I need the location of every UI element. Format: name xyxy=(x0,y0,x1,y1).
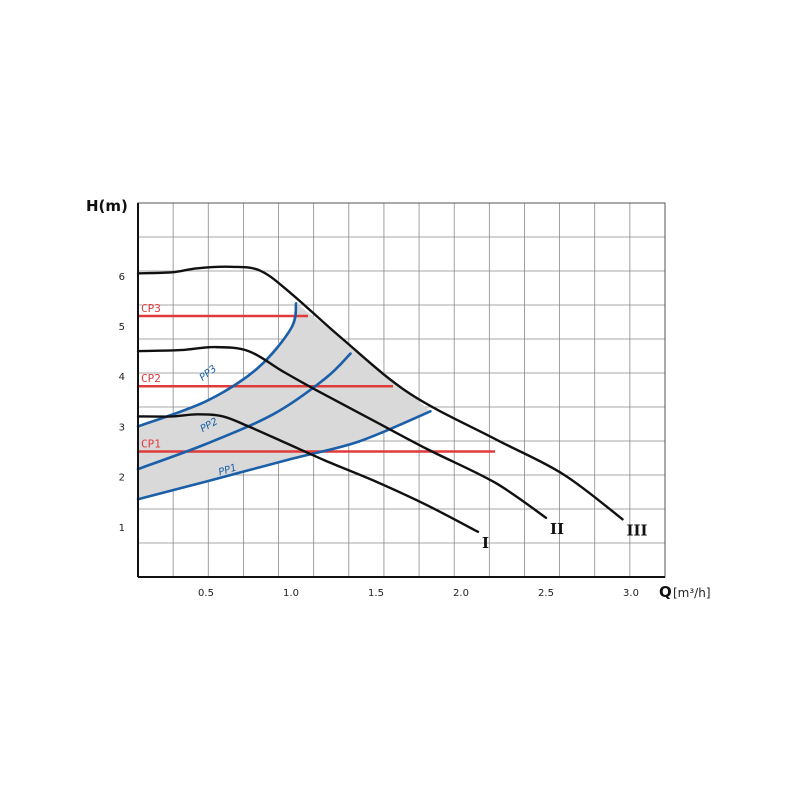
x-tick-label: 1.0 xyxy=(283,588,299,599)
proportional-pressure-curves xyxy=(136,302,432,501)
pp-curve-pp1 xyxy=(136,410,432,501)
tick-labels: 0.5 1.0 1.5 2.0 2.5 3.0 1 2 3 4 5 6 xyxy=(119,272,639,599)
y-tick-label: 6 xyxy=(119,272,125,283)
cp-label-cp2: CP2 xyxy=(141,372,161,385)
y-tick-label: 2 xyxy=(119,473,125,484)
x-tick-label: 2.0 xyxy=(453,588,469,599)
pp-curve-pp3 xyxy=(136,302,298,428)
axes xyxy=(137,203,665,578)
cp-label-cp1: CP1 xyxy=(141,437,161,450)
pump-label-i: I xyxy=(482,534,489,552)
operating-range-shading xyxy=(138,303,431,500)
y-tick-label: 1 xyxy=(119,523,125,534)
pump-curve-iii xyxy=(136,265,624,521)
y-tick-label: 4 xyxy=(119,372,125,383)
pump-curve-i xyxy=(136,413,480,533)
pp-label-pp1: PP1 xyxy=(217,463,238,479)
x-axis-label-bold: Q xyxy=(659,583,672,601)
y-axis-label: H(m) xyxy=(86,197,128,215)
y-tick-label: 3 xyxy=(119,422,125,433)
y-tick-label: 5 xyxy=(119,322,125,333)
x-axis-label-unit: [m³/h] xyxy=(673,586,711,600)
pump-curve-ii xyxy=(136,345,548,519)
pp-curve-pp2 xyxy=(136,352,352,471)
pump-speed-curves xyxy=(136,265,624,533)
grid xyxy=(137,202,666,578)
x-tick-label: 1.5 xyxy=(368,588,384,599)
x-tick-label: 3.0 xyxy=(623,588,639,599)
constant-pressure-lines xyxy=(138,314,495,453)
x-tick-label: 2.5 xyxy=(538,588,554,599)
pump-label-ii: II xyxy=(550,520,564,538)
x-tick-label: 0.5 xyxy=(198,588,214,599)
cp-label-cp3: CP3 xyxy=(141,302,161,315)
pump-label-iii: III xyxy=(627,521,648,539)
